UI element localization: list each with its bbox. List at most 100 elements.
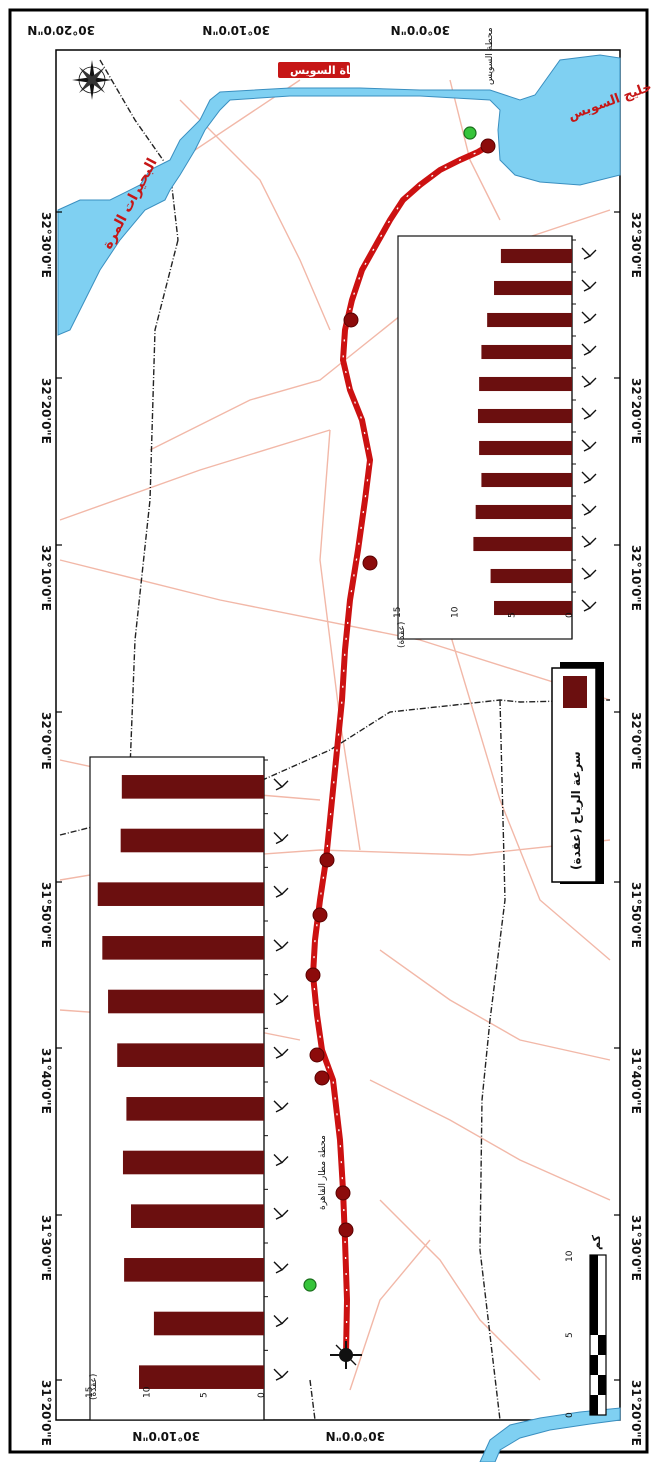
chart-bar bbox=[479, 440, 572, 456]
wind-barb-icon bbox=[581, 407, 597, 420]
cairo-station-marker bbox=[303, 1278, 317, 1292]
suez-canal-label-bg bbox=[278, 62, 350, 78]
waypoint bbox=[319, 852, 335, 868]
chart-bar bbox=[500, 248, 572, 264]
chart-bar bbox=[122, 1150, 265, 1175]
chart-bar bbox=[139, 1365, 264, 1389]
coord-left: 31°30'0"E bbox=[39, 1215, 53, 1281]
coord-bottom: 30°10'0"N bbox=[132, 1429, 200, 1443]
coord-right: 31°20'0"E bbox=[629, 1380, 643, 1446]
north-arrow-icon bbox=[72, 60, 112, 100]
coord-left: 32°30'0"E bbox=[39, 212, 53, 278]
chart-bar bbox=[477, 408, 572, 424]
chart-bar bbox=[494, 280, 572, 296]
coord-right: 31°50'0"E bbox=[629, 882, 643, 948]
chart-tick-label: 15 bbox=[85, 1387, 95, 1398]
wind-barb-icon bbox=[581, 471, 597, 484]
chart-ylabel: (عقدة) bbox=[397, 622, 407, 648]
suez-station-label: محطة السويس bbox=[485, 27, 495, 85]
chart-bar bbox=[117, 1043, 264, 1067]
chart-tick-label: 0 bbox=[257, 1392, 267, 1398]
wind-barb-icon bbox=[273, 1261, 289, 1274]
wind-barb-icon bbox=[581, 375, 597, 388]
coord-right: 32°30'0"E bbox=[629, 212, 643, 278]
coord-top: 30°20'0"N bbox=[27, 23, 95, 37]
chart-bar bbox=[153, 1311, 264, 1336]
wind-chart-suez: 0 5 10 15 (عقدة) bbox=[393, 235, 597, 648]
coord-left: 32°20'0"E bbox=[39, 378, 53, 444]
chart-tick-label: 0 bbox=[565, 612, 575, 618]
chart-bar bbox=[479, 376, 572, 392]
chart-bar bbox=[97, 882, 264, 906]
coord-right: 31°40'0"E bbox=[629, 1048, 643, 1114]
chart-bar bbox=[481, 344, 572, 360]
wind-barb-icon bbox=[581, 343, 597, 356]
chart-bar bbox=[124, 1258, 265, 1282]
water-layer bbox=[57, 54, 621, 1462]
chart-bar bbox=[475, 504, 572, 520]
waypoint bbox=[480, 138, 496, 154]
wind-barb-icon bbox=[273, 939, 289, 952]
suez-station-marker bbox=[463, 126, 477, 140]
waypoint bbox=[362, 555, 378, 571]
suez-canal-label-text: قناة السويس bbox=[290, 64, 362, 77]
chart-bar bbox=[126, 1097, 265, 1121]
wind-barb-icon bbox=[273, 1207, 289, 1220]
chart-tick-label: 10 bbox=[450, 606, 460, 618]
coord-right: 32°10'0"E bbox=[629, 545, 643, 611]
chart-panel bbox=[89, 756, 265, 1421]
chart-bar bbox=[473, 536, 572, 552]
coord-top: 30°10'0"N bbox=[202, 23, 270, 37]
wind-barb-icon bbox=[273, 993, 289, 1006]
coord-bottom: 30°0'0"N bbox=[326, 1429, 385, 1443]
outer-border bbox=[8, 8, 649, 1454]
chart-bar bbox=[121, 775, 265, 799]
wind-barb-icon bbox=[581, 535, 597, 548]
wind-barb-icon bbox=[273, 1368, 289, 1381]
chart-bar bbox=[494, 600, 572, 616]
wind-barb-icon bbox=[273, 1315, 289, 1328]
scale-tick-0: 0 bbox=[565, 1412, 575, 1418]
coord-right: 32°0'0"E bbox=[629, 712, 643, 770]
coord-left: 31°20'0"E bbox=[39, 1380, 53, 1446]
chart-tick-label: 10 bbox=[142, 1386, 152, 1398]
coord-top: 30°0'0"N bbox=[391, 23, 450, 37]
wind-chart-cairo: 0 5 10 15 (عقدة) bbox=[85, 756, 289, 1421]
airport-icon bbox=[330, 1341, 362, 1369]
chart-bar bbox=[130, 1204, 264, 1228]
waypoint bbox=[335, 1185, 351, 1201]
wind-barb-icon bbox=[581, 503, 597, 516]
chart-bar bbox=[487, 312, 572, 328]
wind-barb-icon bbox=[581, 279, 597, 292]
cairo-station-label: محطة مطار القاهرة bbox=[318, 1135, 328, 1210]
waypoint bbox=[305, 967, 321, 983]
wind-barb-icon bbox=[581, 439, 597, 452]
wind-barb-icon bbox=[273, 1046, 289, 1059]
waypoint bbox=[312, 907, 328, 923]
chart-tick-label: 5 bbox=[508, 612, 518, 618]
coord-right: 32°20'0"E bbox=[629, 378, 643, 444]
waypoint bbox=[338, 1222, 354, 1238]
wind-barb-icon bbox=[581, 567, 597, 580]
wind-barb-icon bbox=[273, 778, 289, 791]
wind-barb-icon bbox=[273, 832, 289, 845]
legend-swatch bbox=[563, 676, 587, 708]
chart-bar bbox=[108, 989, 264, 1014]
waypoint bbox=[309, 1047, 325, 1063]
waypoint bbox=[314, 1070, 330, 1086]
coord-right: 31°30'0"E bbox=[629, 1215, 643, 1281]
chart-ylabel: (عقدة) bbox=[89, 1374, 99, 1400]
chart-bar bbox=[481, 472, 572, 488]
scale-tick-10: 10 bbox=[565, 1250, 575, 1262]
frame-ticks bbox=[56, 211, 620, 1381]
wind-barb-icon bbox=[273, 1100, 289, 1113]
legend: سرعة الرياح (عقدة) bbox=[551, 662, 604, 884]
chart-bar bbox=[102, 936, 264, 960]
coordinate-labels: 30°20'0"N 30°10'0"N 30°0'0"N 30°10'0"N 3… bbox=[27, 23, 643, 1446]
coord-left: 32°10'0"E bbox=[39, 545, 53, 611]
legend-label: سرعة الرياح (عقدة) bbox=[569, 751, 583, 870]
chart-bar bbox=[490, 568, 572, 584]
wind-barb-icon bbox=[581, 311, 597, 324]
waypoint bbox=[343, 312, 359, 328]
